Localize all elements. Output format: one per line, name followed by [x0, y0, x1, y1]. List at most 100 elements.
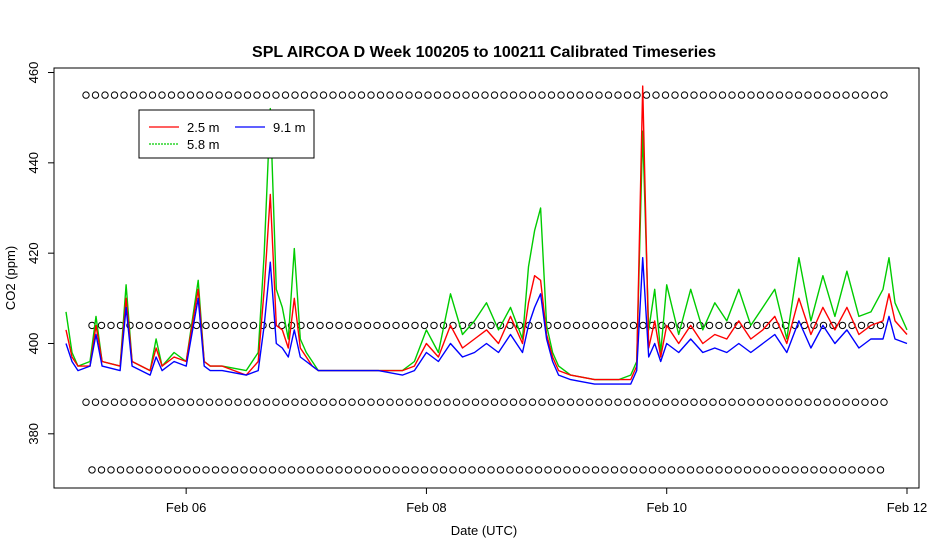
flag-marker: [519, 398, 527, 406]
flag-marker: [205, 398, 214, 406]
flag-marker: [838, 321, 847, 330]
flag-marker: [800, 466, 809, 474]
flag-marker: [753, 466, 761, 474]
flag-marker: [481, 398, 489, 406]
flag-marker: [164, 466, 172, 474]
flag-marker: [671, 398, 679, 406]
flag-markers: [82, 91, 888, 474]
flag-marker: [639, 321, 647, 330]
flag-marker: [832, 398, 841, 406]
flag-marker: [430, 466, 438, 474]
flag-marker: [794, 91, 803, 99]
flag-marker: [690, 91, 698, 99]
flag-marker: [376, 398, 385, 406]
flag-marker: [595, 398, 603, 406]
flag-marker: [401, 466, 410, 474]
flag-marker: [857, 321, 866, 330]
flag-marker: [728, 91, 736, 99]
flag-marker: [677, 321, 685, 330]
flag-marker: [319, 91, 328, 99]
flag-marker: [696, 466, 704, 474]
flag-marker: [221, 321, 229, 330]
flag-marker: [452, 91, 461, 99]
flag-marker: [677, 466, 685, 474]
flag-marker: [614, 91, 622, 99]
flag-marker: [329, 398, 337, 406]
flag-marker: [202, 466, 210, 474]
flag-marker: [382, 321, 391, 330]
flag-marker: [240, 321, 248, 330]
flag-marker: [487, 321, 495, 330]
flag-marker: [158, 398, 166, 406]
flag-marker: [401, 321, 410, 330]
flag-marker: [756, 398, 765, 406]
flag-marker: [325, 321, 334, 330]
flag-marker: [173, 321, 182, 330]
flag-marker: [642, 91, 651, 99]
flag-marker: [544, 466, 552, 474]
flag-marker: [262, 398, 271, 406]
y-tick-label: 380: [26, 423, 41, 445]
flag-marker: [614, 398, 622, 406]
flag-marker: [335, 466, 343, 474]
flag-marker: [392, 321, 400, 330]
flag-marker: [367, 398, 375, 406]
flag-marker: [601, 321, 609, 330]
x-tick-label: Feb 06: [166, 500, 206, 515]
flag-marker: [629, 466, 638, 474]
flag-marker: [300, 398, 309, 406]
flag-marker: [553, 321, 562, 330]
flag-marker: [661, 398, 670, 406]
flag-marker: [433, 91, 442, 99]
flag-marker: [582, 466, 590, 474]
flag-marker: [291, 91, 299, 99]
flag-marker: [601, 466, 609, 474]
flag-marker: [386, 91, 394, 99]
flag-marker: [848, 466, 856, 474]
flag-marker: [867, 321, 875, 330]
flag-marker: [633, 91, 641, 99]
flag-marker: [357, 91, 366, 99]
flag-marker: [623, 91, 632, 99]
flag-marker: [287, 466, 296, 474]
flag-marker: [234, 398, 242, 406]
flag-marker: [272, 91, 280, 99]
flag-marker: [357, 398, 366, 406]
flag-marker: [221, 466, 229, 474]
flag-marker: [718, 91, 727, 99]
flag-marker: [139, 91, 147, 99]
flag-marker: [376, 91, 385, 99]
flag-marker: [253, 398, 261, 406]
flag-marker: [411, 466, 419, 474]
flag-marker: [126, 466, 134, 474]
flag-marker: [528, 91, 537, 99]
x-tick-label: Feb 12: [887, 500, 927, 515]
flag-marker: [373, 466, 381, 474]
flag-marker: [566, 398, 575, 406]
flag-marker: [452, 398, 461, 406]
flag-marker: [107, 466, 115, 474]
flag-marker: [658, 321, 666, 330]
legend-label-2-5m: 2.5 m: [187, 120, 220, 135]
flag-marker: [240, 466, 248, 474]
flag-marker: [82, 91, 90, 99]
flag-marker: [249, 466, 258, 474]
flag-marker: [591, 466, 600, 474]
flag-marker: [135, 466, 144, 474]
flag-marker: [728, 398, 736, 406]
flag-marker: [405, 91, 413, 99]
flag-marker: [506, 466, 514, 474]
flag-marker: [724, 466, 733, 474]
flag-marker: [525, 466, 533, 474]
flag-marker: [563, 321, 571, 330]
x-tick-label: Feb 08: [406, 500, 446, 515]
y-axis: 380 400 420 440 460: [26, 62, 55, 445]
flag-marker: [528, 398, 537, 406]
flag-marker: [481, 91, 489, 99]
flag-marker: [215, 91, 223, 99]
flag-marker: [373, 321, 381, 330]
flag-marker: [471, 91, 480, 99]
flag-marker: [145, 466, 153, 474]
flag-marker: [348, 91, 356, 99]
flag-marker: [224, 398, 233, 406]
